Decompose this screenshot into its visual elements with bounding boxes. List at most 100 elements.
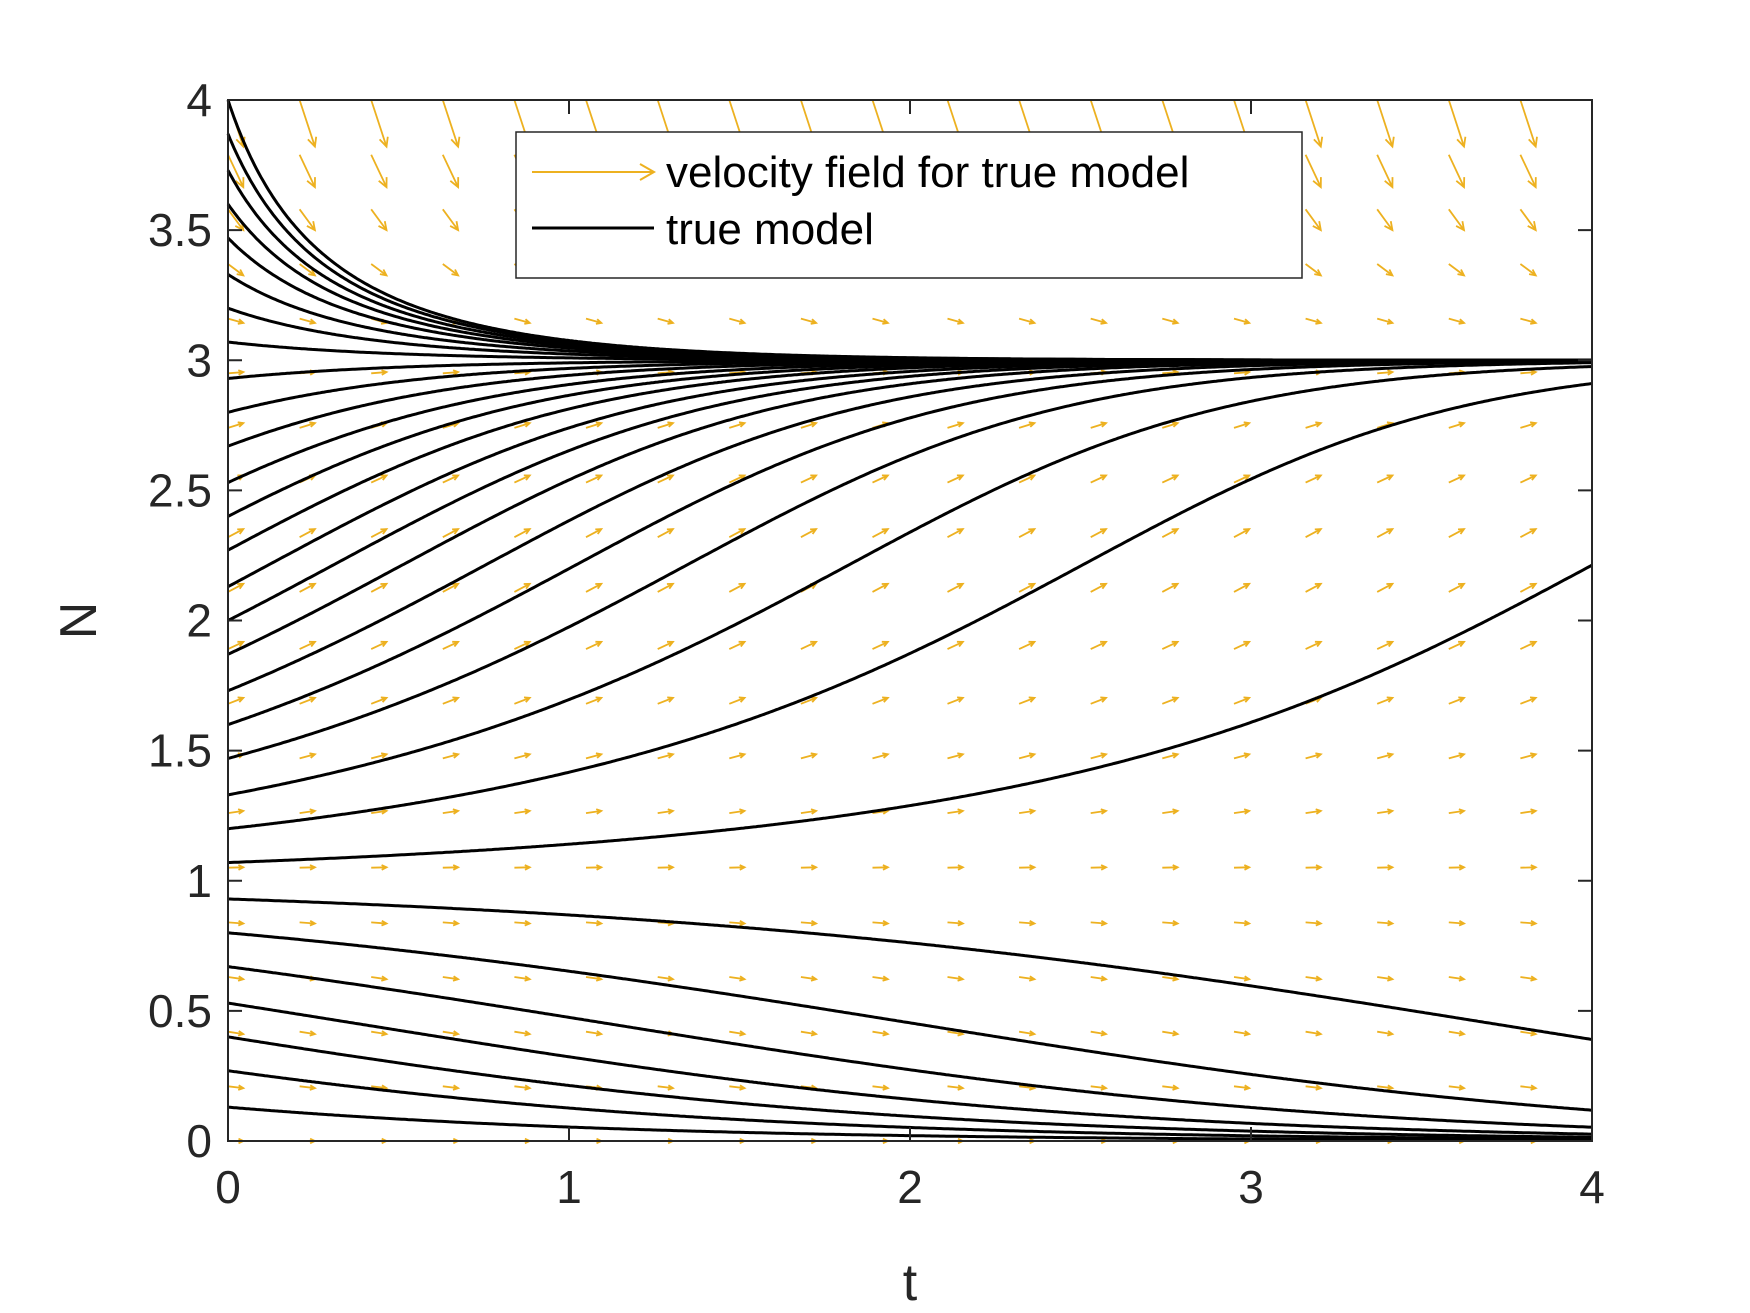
velocity-arrow-head xyxy=(1172,1030,1180,1037)
velocity-arrow-head xyxy=(380,696,389,703)
velocity-arrow xyxy=(1448,1085,1465,1089)
velocity-arrow xyxy=(1305,474,1322,484)
velocity-arrow xyxy=(1090,1085,1107,1089)
velocity-arrow xyxy=(1018,1085,1035,1089)
velocity-arrow xyxy=(1448,583,1465,593)
velocity-arrow xyxy=(729,753,745,760)
velocity-arrow xyxy=(299,422,316,429)
velocity-arrow-head xyxy=(1171,421,1180,428)
trajectory-line xyxy=(227,359,1592,589)
velocity-arrow xyxy=(657,810,674,814)
velocity-arrow xyxy=(442,528,459,538)
velocity-arrow-head xyxy=(810,528,818,535)
velocity-arrow-head xyxy=(1386,474,1395,481)
velocity-arrow xyxy=(514,474,531,484)
velocity-arrow xyxy=(729,422,745,429)
velocity-arrow-head xyxy=(381,1030,389,1037)
velocity-arrow xyxy=(729,371,745,375)
velocity-arrow xyxy=(872,474,889,484)
velocity-arrow xyxy=(227,1085,244,1089)
velocity-arrow-head xyxy=(667,864,675,871)
y-tick-label: 0.5 xyxy=(148,985,212,1037)
trajectory-line xyxy=(227,931,1593,1112)
velocity-arrow xyxy=(872,1030,888,1035)
velocity-arrow xyxy=(1162,810,1178,814)
trajectory-line xyxy=(227,359,1592,656)
velocity-arrow xyxy=(227,528,244,538)
velocity-arrow xyxy=(514,422,530,429)
velocity-arrow xyxy=(585,641,602,650)
velocity-arrow-head xyxy=(309,752,317,759)
legend-arrow-head xyxy=(639,163,657,181)
velocity-arrow xyxy=(1161,583,1179,593)
velocity-arrow-head xyxy=(882,975,890,982)
velocity-arrow xyxy=(800,921,817,925)
velocity-arrow xyxy=(1233,810,1250,814)
velocity-arrow xyxy=(729,317,745,324)
velocity-arrow xyxy=(442,697,459,705)
y-tick-label: 4 xyxy=(186,74,212,126)
velocity-arrow-head xyxy=(1029,864,1037,871)
velocity-arrow xyxy=(370,753,387,760)
velocity-arrow xyxy=(299,641,316,650)
velocity-arrow xyxy=(1305,528,1322,538)
velocity-arrow xyxy=(800,474,817,484)
velocity-arrow-head xyxy=(1028,808,1037,815)
velocity-arrow xyxy=(728,641,745,650)
trajectory-line xyxy=(227,359,1592,693)
velocity-arrow xyxy=(514,371,530,375)
velocity-arrow xyxy=(1305,1030,1321,1035)
velocity-arrow-head xyxy=(524,920,532,927)
axis-ticks: 0 1 2 3 4 0 0.5 1 1.5 2 2.5 3 3.5 4 xyxy=(148,74,1605,1213)
velocity-arrow-head xyxy=(1458,696,1466,703)
velocity-arrow-head xyxy=(1386,752,1395,759)
velocity-arrow-head xyxy=(1458,640,1466,648)
velocity-arrow-head xyxy=(1099,528,1108,535)
velocity-arrow xyxy=(371,810,387,814)
velocity-arrow-head xyxy=(1530,808,1538,815)
velocity-arrow-head xyxy=(380,640,389,648)
velocity-arrow xyxy=(514,697,531,705)
legend: velocity field for true model true model xyxy=(515,131,1303,279)
trajectory-line xyxy=(227,1035,1593,1139)
velocity-arrow-head xyxy=(1243,752,1252,759)
velocity-arrow xyxy=(585,753,602,760)
velocity-arrow-head xyxy=(1172,752,1180,759)
velocity-arrow-head xyxy=(452,752,461,759)
velocity-arrow-head xyxy=(1386,582,1395,590)
velocity-arrow-head xyxy=(524,1030,532,1037)
velocity-arrow-head xyxy=(308,269,317,277)
velocity-arrow-head xyxy=(1458,318,1466,325)
velocity-arrow-head xyxy=(524,1084,532,1091)
velocity-arrow-head xyxy=(451,269,460,277)
velocity-arrow-head xyxy=(307,136,318,149)
velocity-arrow xyxy=(585,583,602,593)
velocity-arrow-head xyxy=(882,318,890,325)
velocity-arrow xyxy=(1162,422,1178,429)
velocity-arrow-head xyxy=(452,696,461,703)
velocity-arrow xyxy=(1090,753,1107,760)
velocity-arrow xyxy=(1162,976,1178,981)
velocity-arrow-head xyxy=(309,808,317,815)
velocity-arrow-head xyxy=(236,269,245,277)
velocity-arrow-head xyxy=(381,369,389,376)
velocity-arrow-head xyxy=(1171,582,1180,590)
velocity-arrow-head xyxy=(956,528,965,535)
trajectory-line xyxy=(228,897,1593,1041)
velocity-arrow xyxy=(1161,697,1178,705)
velocity-arrow-head xyxy=(237,1030,246,1037)
trajectory-line xyxy=(227,365,1593,797)
velocity-arrow-head xyxy=(1243,920,1252,927)
velocity-arrow-head xyxy=(1385,269,1395,277)
velocity-arrow-head xyxy=(1530,864,1538,871)
velocity-arrow-head xyxy=(237,640,246,648)
velocity-arrow-head xyxy=(1243,640,1252,648)
velocity-arrow xyxy=(514,317,530,324)
velocity-arrow-head xyxy=(739,808,747,815)
y-tick-label: 1 xyxy=(186,855,212,907)
velocity-arrow-head xyxy=(667,421,675,428)
velocity-arrow xyxy=(514,921,530,925)
velocity-arrow-head xyxy=(1387,1084,1395,1091)
velocity-arrow-head xyxy=(452,640,460,648)
x-tick-label: 0 xyxy=(215,1161,241,1213)
